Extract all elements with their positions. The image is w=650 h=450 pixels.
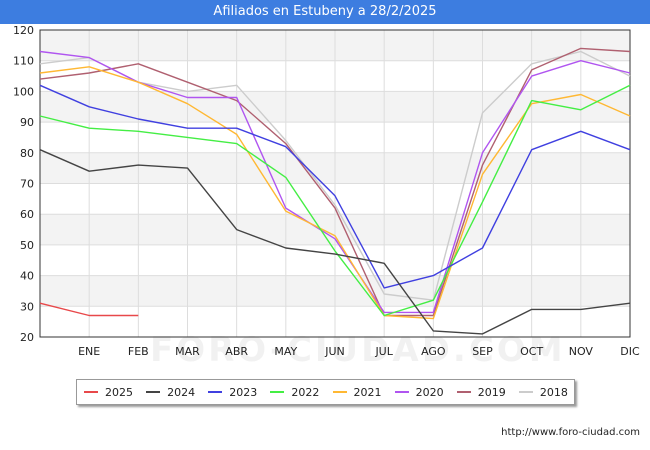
legend-swatch xyxy=(146,391,161,393)
series-line-2024 xyxy=(39,149,631,335)
y-tick-label: 80 xyxy=(20,147,34,160)
legend-label: 2024 xyxy=(167,385,196,399)
series-line-2025 xyxy=(39,302,139,317)
series-line-2021 xyxy=(39,66,631,320)
legend-swatch xyxy=(518,391,533,393)
y-tick-label: 20 xyxy=(20,331,34,344)
legend-swatch xyxy=(332,391,347,393)
x-tick-label: ABR xyxy=(225,345,248,358)
legend-label: 2021 xyxy=(353,385,382,399)
y-tick-label: 90 xyxy=(20,116,34,129)
plot-frame xyxy=(39,29,631,338)
legend-item-2023: 2023 xyxy=(208,380,257,404)
legend-swatch xyxy=(84,391,98,393)
legend-swatch xyxy=(394,391,409,393)
x-tick-label: NOV xyxy=(569,345,594,358)
y-tick-label: 110 xyxy=(13,55,34,68)
source-url[interactable]: http://www.foro-ciudad.com xyxy=(501,427,640,438)
y-tick-label: 120 xyxy=(13,24,34,37)
series-line-2023 xyxy=(39,84,631,289)
legend-label: 2023 xyxy=(229,385,258,399)
y-tick-label: 70 xyxy=(20,178,34,191)
legend-label: 2020 xyxy=(415,385,444,399)
x-tick-label: JUL xyxy=(374,345,393,358)
x-tick-label: AGO xyxy=(421,345,446,358)
series-line-2019 xyxy=(39,47,631,317)
legend-item-2021: 2021 xyxy=(332,380,382,404)
legend: 2025 2024 2023 2022 2021 2020 2019 2018 xyxy=(76,379,575,405)
y-tick-label: 60 xyxy=(20,208,34,221)
legend-label: 2019 xyxy=(477,385,506,399)
legend-item-2025: 2025 xyxy=(84,380,133,404)
legend-item-2024: 2024 xyxy=(146,380,195,404)
legend-swatch xyxy=(270,391,285,393)
legend-swatch xyxy=(208,391,223,393)
x-tick-label: MAR xyxy=(175,345,200,358)
y-tick-label: 40 xyxy=(20,270,34,283)
y-tick-label: 100 xyxy=(13,85,34,98)
x-tick-label: DIC xyxy=(620,345,640,358)
legend-label: 2022 xyxy=(291,385,320,399)
y-tick-label: 50 xyxy=(20,239,34,252)
chart-title: Afiliados en Estubeny a 28/2/2025 xyxy=(0,0,650,24)
y-tick-label: 30 xyxy=(20,300,34,313)
x-tick-label: ENE xyxy=(78,345,100,358)
x-tick-label: FEB xyxy=(128,345,149,358)
x-tick-label: JUN xyxy=(324,345,345,358)
legend-item-2022: 2022 xyxy=(270,380,319,404)
legend-item-2018: 2018 xyxy=(518,380,568,404)
legend-label: 2025 xyxy=(105,385,133,399)
series-line-2022 xyxy=(39,84,631,317)
x-tick-label: MAY xyxy=(274,345,297,358)
legend-swatch xyxy=(456,391,471,393)
x-tick-label: OCT xyxy=(520,345,543,358)
x-tick-label: SEP xyxy=(472,345,493,358)
legend-item-2020: 2020 xyxy=(394,380,444,404)
legend-label: 2018 xyxy=(539,385,568,399)
legend-item-2019: 2019 xyxy=(456,380,506,404)
